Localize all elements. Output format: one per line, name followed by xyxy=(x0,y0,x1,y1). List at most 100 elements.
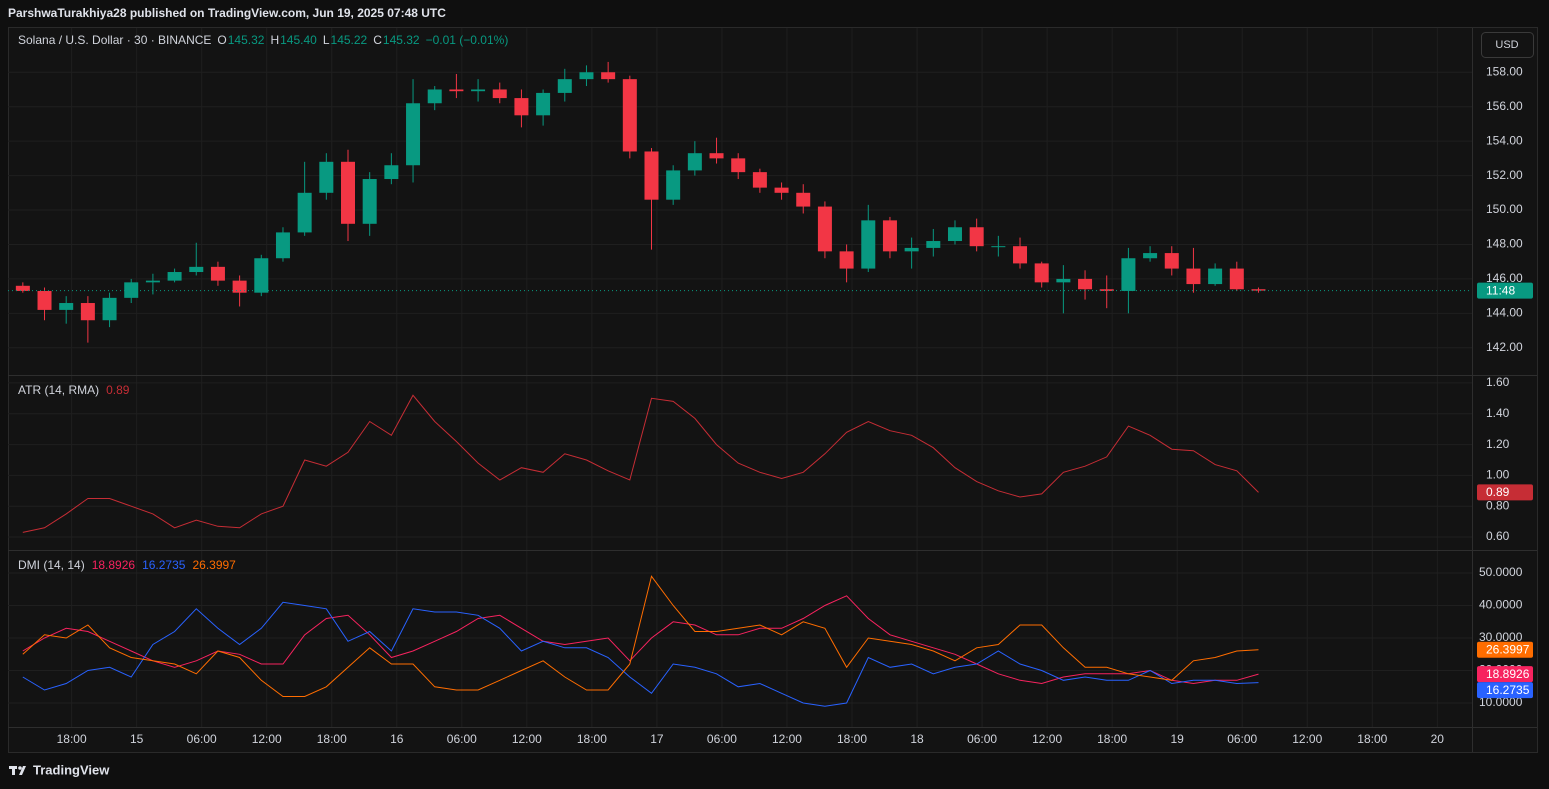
x-tick-label: 15 xyxy=(130,732,144,746)
candle-body xyxy=(579,72,594,80)
x-tick-label: 06:00 xyxy=(967,732,997,746)
y-tick-label: 1.00 xyxy=(1486,468,1510,482)
candle-body xyxy=(297,192,312,233)
x-tick-label: 06:00 xyxy=(1227,732,1257,746)
y-tick-label: 154.00 xyxy=(1486,133,1523,147)
indicator-line xyxy=(22,575,1259,697)
currency-button[interactable] xyxy=(1481,32,1534,58)
candle-body xyxy=(275,232,290,259)
candle-body xyxy=(1251,289,1266,291)
candle-body xyxy=(536,92,551,116)
axis-badge xyxy=(1477,641,1533,658)
candle-body xyxy=(471,89,486,92)
axis-badge xyxy=(1477,682,1533,699)
candle-body xyxy=(687,153,702,171)
x-tick-label: 12:00 xyxy=(252,732,282,746)
x-tick-label: 06:00 xyxy=(187,732,217,746)
ohlc-value: 145.32 xyxy=(228,33,265,47)
y-tick-label: 156.00 xyxy=(1486,99,1523,113)
candle-body xyxy=(817,206,832,252)
candle-body xyxy=(709,153,724,159)
x-tick-label: 18:00 xyxy=(57,732,87,746)
y-tick-label: 1.60 xyxy=(1486,375,1510,389)
candle-body xyxy=(124,282,139,298)
candle-body xyxy=(1056,278,1071,283)
axis-badge-label: 18.8926 xyxy=(1486,667,1530,681)
y-tick-label: 0.60 xyxy=(1486,529,1510,543)
candle-body xyxy=(37,290,52,310)
indicator-line xyxy=(22,595,1259,685)
y-tick-label: 1.20 xyxy=(1486,437,1510,451)
candle-body xyxy=(904,247,919,252)
y-tick-label: 142.00 xyxy=(1486,340,1523,354)
y-tick-label: 144.00 xyxy=(1486,306,1523,320)
ohlc-value: 145.40 xyxy=(280,33,317,47)
candle-body xyxy=(947,227,962,242)
candle-body xyxy=(926,241,941,248)
x-tick-label: 16 xyxy=(390,732,404,746)
candle-body xyxy=(1186,268,1201,285)
ohlc-value: 145.22 xyxy=(331,33,368,47)
y-tick-label: 0.80 xyxy=(1486,498,1510,512)
candle-body xyxy=(1013,246,1028,264)
axis-badge-label: 26.3997 xyxy=(1486,642,1530,656)
labels: 18:00 15 06:00 12:00 18:00 16 06:00 12:00 18:00 1… xyxy=(18,33,1533,746)
x-tick-label: 12:00 xyxy=(512,732,542,746)
y-tick-label: 150.00 xyxy=(1486,202,1523,216)
symbol-title: Solana / U.S. Dollar · 30 · BINANCE xyxy=(18,33,211,47)
ohlc-label: O xyxy=(217,33,226,47)
ohlc-label: L xyxy=(323,33,330,47)
y-tick-label: 158.00 xyxy=(1486,64,1523,78)
publish-header: ParshwaTurakhiya28 published on TradingV… xyxy=(8,6,446,20)
candle-body xyxy=(145,280,160,283)
x-tick-label: 12:00 xyxy=(1032,732,1062,746)
candle-body xyxy=(427,89,442,104)
candle-body xyxy=(102,297,117,321)
candle-body xyxy=(189,266,204,273)
x-tick-label: 20 xyxy=(1431,732,1445,746)
axis-badge-label: 0.89 xyxy=(1486,485,1510,499)
candle-body xyxy=(492,89,507,99)
candle-body xyxy=(514,98,529,116)
x-tick-label: 12:00 xyxy=(1292,732,1322,746)
candle-body xyxy=(1034,263,1049,283)
indicator-line xyxy=(22,394,1259,533)
y-tick-label: 152.00 xyxy=(1486,168,1523,182)
x-tick-label: 18:00 xyxy=(837,732,867,746)
axis-badge xyxy=(1477,282,1533,299)
axis-badge-label: 16.2735 xyxy=(1486,683,1530,697)
candle-body xyxy=(839,251,854,269)
grid xyxy=(8,28,1472,727)
candle-body xyxy=(557,79,572,93)
y-tick-label: 40.0000 xyxy=(1479,598,1523,612)
candle-body xyxy=(1164,253,1179,269)
candle-body xyxy=(796,192,811,207)
indicator-title: ATR (14, RMA) xyxy=(18,383,99,397)
candle-body xyxy=(232,280,247,293)
x-tick-label: 18:00 xyxy=(577,732,607,746)
y-tick-label: 10.0000 xyxy=(1479,695,1523,709)
candle-body xyxy=(752,172,767,188)
y-tick-label: 30.0000 xyxy=(1479,630,1523,644)
chart-frame xyxy=(8,27,1538,753)
indicator-value: 0.89 xyxy=(106,383,130,397)
candle-body xyxy=(1078,278,1093,290)
currency-label[interactable]: USD xyxy=(1495,39,1518,51)
candle-body xyxy=(601,72,616,80)
candle-body xyxy=(666,170,681,200)
x-tick-label: 17 xyxy=(650,732,664,746)
candle-body xyxy=(167,272,182,281)
ohlc-label: C xyxy=(373,33,382,47)
axis-badge xyxy=(1477,484,1533,501)
axis-badge xyxy=(1477,666,1533,683)
candle-body xyxy=(644,151,659,200)
candle-body xyxy=(991,246,1006,248)
candle-body xyxy=(731,158,746,173)
candle-body xyxy=(80,303,95,321)
ohlc-label: H xyxy=(270,33,279,47)
candle-body xyxy=(774,187,789,193)
indicator-value: 18.8926 xyxy=(92,558,136,572)
candle-body xyxy=(406,103,421,166)
x-tick-label: 12:00 xyxy=(772,732,802,746)
